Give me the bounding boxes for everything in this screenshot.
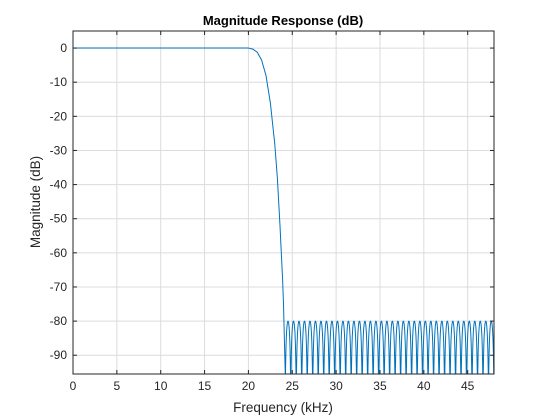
y-tick-label: -90	[50, 348, 68, 362]
x-tick-label: 0	[70, 379, 77, 393]
x-tick-label: 45	[461, 379, 475, 393]
x-axis-label: Frequency (kHz)	[233, 400, 333, 415]
x-tick-label: 30	[329, 379, 343, 393]
y-tick-label: -20	[50, 109, 68, 123]
tick-labels: 0 5 10 15 20 25 30 35 40 45 0 -10 -20 -30 -40 -50 -60 -70…	[50, 41, 475, 393]
y-tick-label: -40	[50, 178, 68, 192]
x-tick-label: 15	[198, 379, 212, 393]
y-tick-label: -60	[50, 246, 68, 260]
y-tick-label: -50	[50, 212, 68, 226]
x-tick-label: 25	[286, 379, 300, 393]
series-layer	[73, 47, 495, 375]
magnitude-response-line	[73, 47, 495, 375]
plot-frame	[72, 30, 495, 375]
x-tick-label: 20	[242, 379, 256, 393]
y-tick-label: 0	[60, 41, 67, 55]
y-axis-label: Magnitude (dB)	[28, 156, 43, 248]
y-tick-label: -70	[50, 280, 68, 294]
x-tick-label: 5	[114, 379, 121, 393]
chart-title: Magnitude Response (dB)	[203, 13, 363, 28]
tick-marks	[72, 31, 494, 374]
x-tick-label: 10	[154, 379, 168, 393]
x-tick-label: 35	[373, 379, 387, 393]
y-tick-label: -30	[50, 143, 68, 157]
y-tick-label: -10	[50, 75, 68, 89]
y-tick-label: -80	[50, 314, 68, 328]
x-tick-label: 40	[417, 379, 431, 393]
